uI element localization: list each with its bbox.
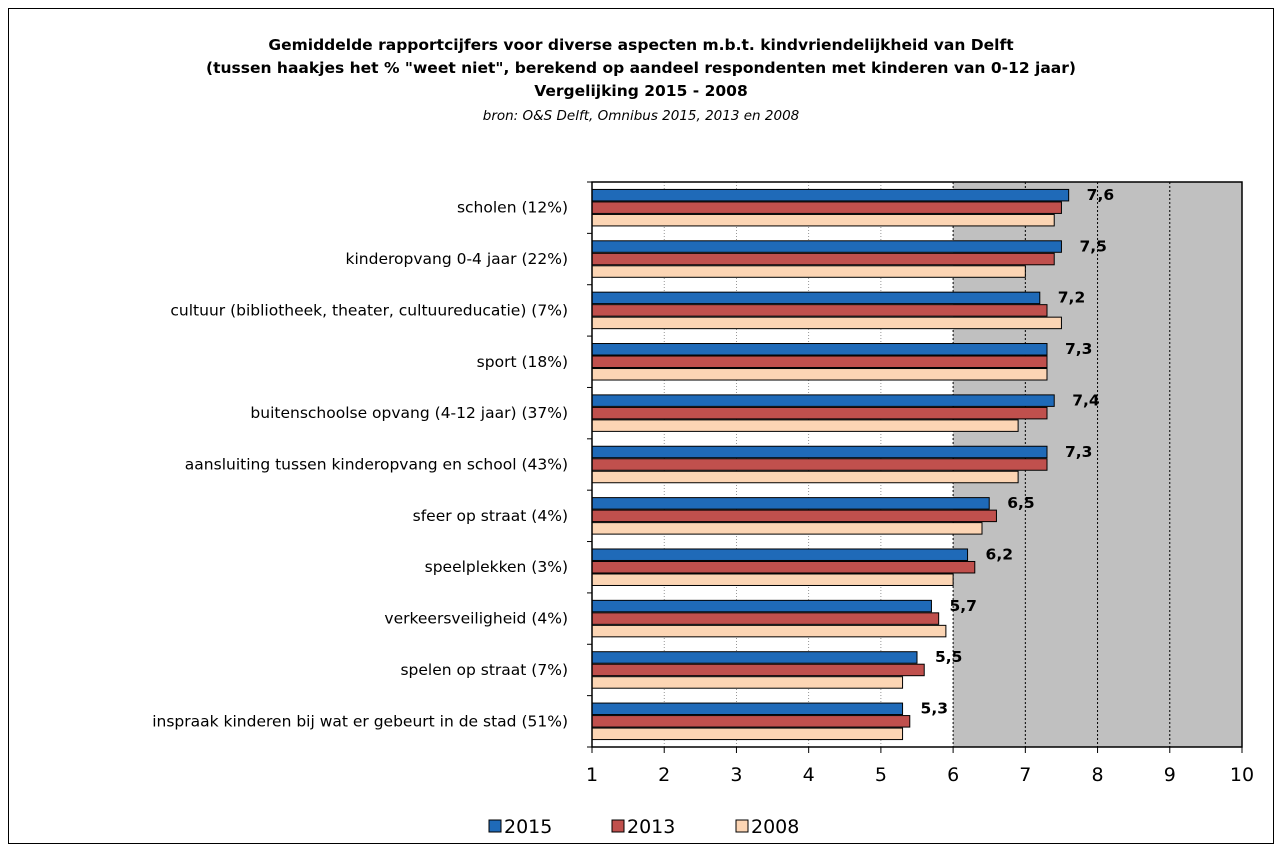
category-label: speelplekken (3%) xyxy=(425,558,568,576)
bar-2013 xyxy=(591,201,1062,214)
bar-2013 xyxy=(591,715,911,728)
bar-2015 xyxy=(591,188,1070,202)
category-label: inspraak kinderen bij wat er gebeurt in … xyxy=(152,712,568,730)
bar-2013 xyxy=(591,560,976,574)
bar-2015 xyxy=(591,548,969,561)
bar-2008 xyxy=(591,522,983,535)
legend-swatch-2013 xyxy=(611,819,625,833)
bar-2013 xyxy=(591,355,1048,369)
category-label: verkeersveiligheid (4%) xyxy=(384,610,568,628)
x-tick-label: 10 xyxy=(1230,764,1254,786)
category-label: spelen op straat (7%) xyxy=(400,661,568,679)
x-tick-label: 9 xyxy=(1164,764,1176,786)
data-label: 7,6 xyxy=(1087,186,1114,204)
category-label: buitenschoolse opvang (4-12 jaar) (37%) xyxy=(250,404,568,422)
bar-2008 xyxy=(591,727,904,741)
data-label: 6,2 xyxy=(986,545,1013,563)
bar-2008 xyxy=(591,624,947,638)
category-label: sport (18%) xyxy=(477,353,568,371)
legend-swatch-2008 xyxy=(735,819,749,833)
chart-title-line-1: Gemiddelde rapportcijfers voor diverse a… xyxy=(268,36,1014,54)
category-label: scholen (12%) xyxy=(457,199,568,217)
bar-2008 xyxy=(591,419,1019,432)
data-label: 5,5 xyxy=(935,648,962,666)
bar-2008 xyxy=(591,676,904,689)
x-tick-label: 1 xyxy=(586,764,598,786)
data-label: 6,5 xyxy=(1007,494,1034,512)
bar-2008 xyxy=(591,316,1062,330)
x-tick-label: 8 xyxy=(1092,764,1104,786)
bar-2015 xyxy=(591,651,918,664)
data-label: 7,2 xyxy=(1058,289,1085,307)
bar-2013 xyxy=(591,304,1048,317)
x-tick-label: 4 xyxy=(803,764,815,786)
legend-label-2013: 2013 xyxy=(627,816,675,838)
data-label: 7,5 xyxy=(1079,237,1106,255)
bar-2015 xyxy=(591,497,990,510)
bar-2013 xyxy=(591,252,1055,266)
category-label: sfeer op straat (4%) xyxy=(413,507,568,525)
chart-title-line-2: (tussen haakjes het % "weet niet", berek… xyxy=(206,59,1076,77)
data-label: 7,4 xyxy=(1072,391,1100,409)
bar-2015 xyxy=(591,445,1048,459)
bar-2008 xyxy=(591,213,1055,227)
chart-source: bron: O&S Delft, Omnibus 2015, 2013 en 2… xyxy=(482,108,800,124)
category-label: cultuur (bibliotheek, theater, cultuured… xyxy=(170,301,568,319)
bar-2015 xyxy=(591,599,932,613)
bar-2013 xyxy=(591,406,1048,420)
bar-2008 xyxy=(591,470,1019,484)
x-tick-label: 2 xyxy=(658,764,670,786)
data-label: 7,3 xyxy=(1065,340,1092,358)
bar-2013 xyxy=(591,612,940,625)
bar-2015 xyxy=(591,291,1041,305)
bar-2013 xyxy=(591,458,1048,471)
bar-2013 xyxy=(591,509,997,523)
bar-2015 xyxy=(591,240,1062,253)
bar-2008 xyxy=(591,368,1048,381)
bar-2008 xyxy=(591,573,954,586)
x-tick-label: 6 xyxy=(947,764,959,786)
bar-2008 xyxy=(591,265,1026,278)
data-label: 5,3 xyxy=(921,700,948,718)
x-tick-label: 3 xyxy=(730,764,742,786)
chart-title-line-3: Vergelijking 2015 - 2008 xyxy=(534,82,748,100)
legend-swatch-2015 xyxy=(488,819,502,833)
bar-2015 xyxy=(591,343,1048,356)
category-label: kinderopvang 0-4 jaar (22%) xyxy=(346,250,569,268)
bar-2015 xyxy=(591,394,1055,407)
category-label: aansluiting tussen kinderopvang en schoo… xyxy=(185,456,568,474)
legend-label-2008: 2008 xyxy=(751,816,799,838)
data-label: 5,7 xyxy=(949,597,976,615)
data-label: 7,3 xyxy=(1065,443,1092,461)
x-tick-label: 7 xyxy=(1019,764,1031,786)
plot-border xyxy=(591,181,1243,748)
x-tick-label: 5 xyxy=(875,764,887,786)
bar-2015 xyxy=(591,702,904,716)
bar-2013 xyxy=(591,663,925,677)
legend-label-2015: 2015 xyxy=(504,816,552,838)
